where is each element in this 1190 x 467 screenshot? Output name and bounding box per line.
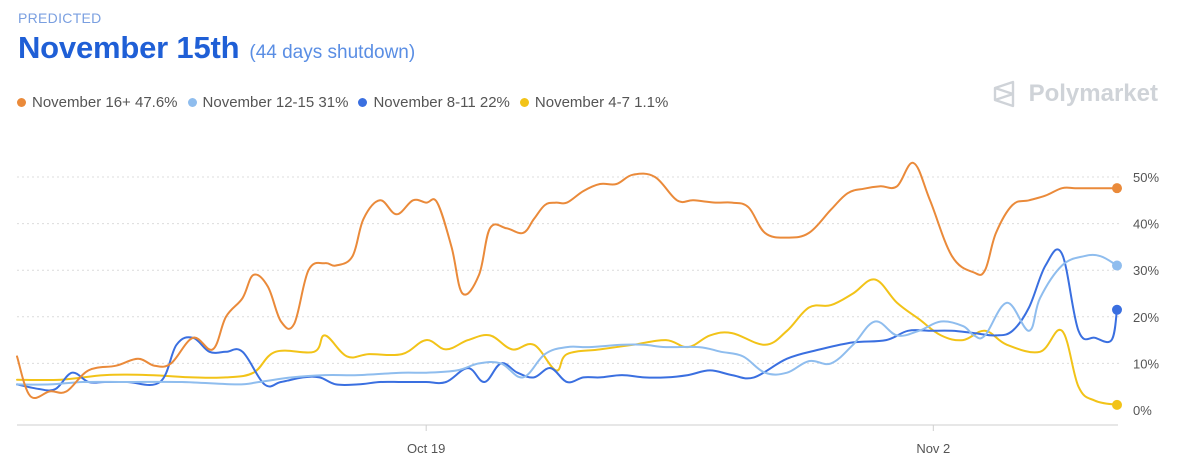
series-line[interactable] bbox=[16, 278, 1118, 406]
x-tick-label: Nov 2 bbox=[916, 441, 950, 456]
title-row: November 15th (44 days shutdown) bbox=[18, 30, 415, 66]
chart-subtitle: (44 days shutdown) bbox=[249, 42, 416, 63]
y-tick-label: 30% bbox=[1133, 263, 1159, 278]
y-tick-label: 40% bbox=[1133, 217, 1159, 232]
series-end-point[interactable] bbox=[1112, 183, 1122, 194]
polymarket-brand[interactable]: Polymarket bbox=[991, 80, 1158, 108]
legend-item-nov12-15[interactable]: November 12-15 31% bbox=[187, 94, 349, 111]
y-axis-ticks: 0% 10% 20% 30% 40% 50% bbox=[1133, 170, 1159, 418]
legend-item-nov8-11[interactable]: November 8-11 22% bbox=[358, 94, 510, 111]
polymarket-logo-icon bbox=[993, 80, 1014, 108]
series-end-point[interactable] bbox=[1112, 304, 1122, 315]
series-1 bbox=[16, 253, 1122, 386]
chart-title: November 15th bbox=[18, 30, 240, 65]
chart-header: PREDICTED November 15th (44 days shutdow… bbox=[18, 8, 415, 66]
y-tick-label: 20% bbox=[1133, 310, 1159, 325]
grid-lines bbox=[17, 176, 1120, 364]
legend-label: November 8-11 22% bbox=[373, 94, 510, 111]
brand-name: Polymarket bbox=[1028, 80, 1158, 107]
series-line[interactable] bbox=[16, 161, 1118, 400]
series-end-point[interactable] bbox=[1112, 399, 1122, 410]
chart-legend: November 16+ 47.6% November 12-15 31% No… bbox=[17, 94, 678, 111]
legend-label: November 12-15 31% bbox=[202, 94, 349, 111]
y-tick-label: 0% bbox=[1133, 403, 1152, 418]
y-tick-label: 50% bbox=[1133, 170, 1159, 185]
x-tick-label: Oct 19 bbox=[407, 441, 445, 456]
legend-dot-orange bbox=[17, 98, 26, 107]
legend-label: November 16+ 47.6% bbox=[32, 94, 178, 111]
series-end-point[interactable] bbox=[1112, 260, 1122, 271]
predicted-eyebrow: PREDICTED bbox=[18, 10, 102, 26]
legend-dot-lightblue bbox=[187, 98, 197, 107]
legend-item-nov4-7[interactable]: November 4-7 1.1% bbox=[519, 94, 669, 111]
series-3 bbox=[16, 278, 1122, 410]
legend-label: November 4-7 1.1% bbox=[534, 94, 669, 111]
y-tick-label: 10% bbox=[1133, 356, 1159, 371]
legend-dot-yellow bbox=[519, 98, 529, 107]
x-axis-ticks: Oct 19 Nov 2 bbox=[407, 425, 950, 456]
series-0 bbox=[16, 161, 1122, 400]
legend-dot-blue bbox=[358, 98, 368, 107]
series-lines bbox=[16, 161, 1122, 410]
legend-item-nov16-plus[interactable]: November 16+ 47.6% bbox=[17, 94, 178, 111]
series-line[interactable] bbox=[16, 253, 1118, 386]
